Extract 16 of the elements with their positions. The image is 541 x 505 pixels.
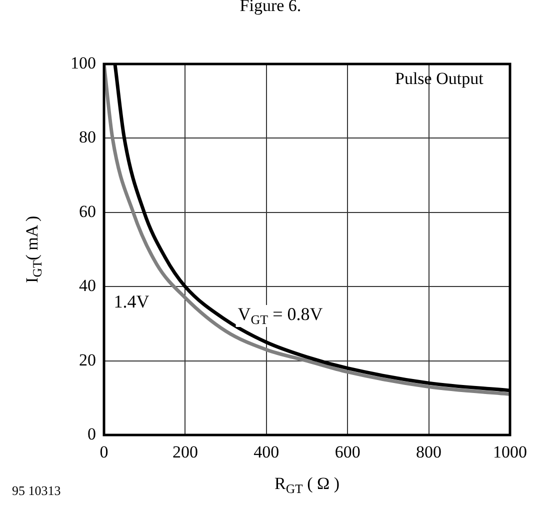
y-tick-label: 40 (79, 276, 96, 296)
y-tick-label: 60 (79, 202, 96, 221)
series-label: 1.4V (114, 292, 150, 312)
x-tick-label: 200 (172, 442, 198, 462)
text: 95 10313 (12, 483, 61, 499)
x-tick-label: 400 (254, 442, 280, 462)
x-tick-label: 1000 (493, 442, 527, 462)
y-tick-label: 80 (79, 128, 96, 147)
chart-title: Figure 6. (238, 0, 302, 16)
y-tick-label: 100 (70, 53, 96, 72)
x-tick-label: 0 (100, 442, 108, 462)
y-tick-label: 0 (88, 424, 96, 444)
x-axis-title: R$_{GT}$ ( Ω ) (274, 474, 340, 496)
x-tick-label: 600 (334, 442, 360, 462)
y-tick-label: 20 (79, 350, 96, 370)
x-tick-label: 800 (416, 442, 442, 462)
